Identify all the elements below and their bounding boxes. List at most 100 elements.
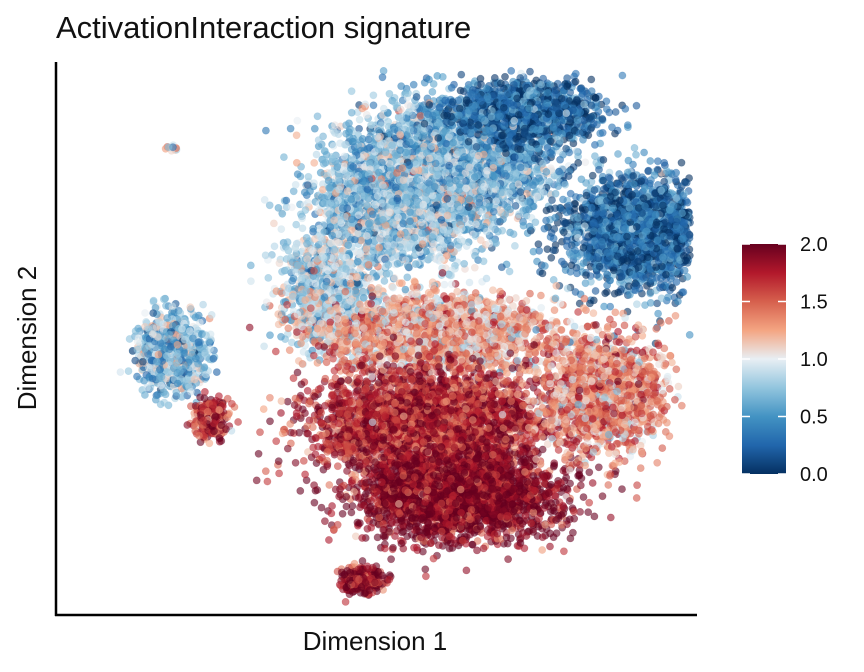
scatter-point	[581, 158, 590, 167]
scatter-point	[488, 172, 497, 181]
scatter-point	[555, 167, 563, 176]
scatter-point	[399, 176, 408, 185]
scatter-point	[542, 167, 551, 176]
scatter-point	[287, 203, 296, 212]
scatter-point	[465, 194, 474, 203]
scatter-point	[286, 124, 295, 133]
scatter-point	[515, 210, 523, 219]
scatter-point	[401, 256, 410, 264]
scatter-point	[296, 210, 305, 219]
scatter-point	[506, 205, 515, 214]
scatter-point	[446, 130, 454, 139]
scatter-point	[441, 168, 450, 177]
scatter-point	[354, 211, 363, 219]
scatter-point	[261, 126, 270, 135]
scatter-point	[329, 141, 338, 150]
scatter-point	[473, 163, 482, 172]
scatter-point	[413, 132, 422, 141]
scatter-point	[445, 161, 453, 170]
scatter-point	[324, 176, 333, 185]
scatter-point	[411, 260, 420, 268]
scatter-point	[355, 115, 364, 124]
scatter-point	[348, 154, 357, 162]
scatter-point	[347, 87, 356, 96]
scatter-point	[497, 263, 506, 272]
scatter-point	[457, 70, 466, 79]
scatter-point	[278, 209, 287, 218]
scatter-point	[416, 111, 425, 120]
scatter-point	[482, 227, 491, 236]
scatter-point	[362, 111, 371, 119]
scatter-point	[269, 219, 278, 228]
scatter-point	[496, 205, 505, 214]
scatter-point	[379, 104, 388, 113]
scatter-point	[313, 112, 322, 121]
scatter-point	[293, 116, 302, 125]
scatter-point	[455, 164, 463, 173]
scatter-point	[384, 117, 393, 126]
scatter-point	[471, 251, 479, 260]
scatter-point	[519, 173, 528, 182]
scatter-point	[488, 222, 497, 231]
scatter-point	[314, 136, 323, 144]
scatter-point	[330, 129, 339, 137]
scatter-point	[260, 195, 269, 204]
scatter-point	[446, 187, 455, 196]
scatter-point	[511, 241, 519, 250]
scatter-point	[395, 118, 404, 127]
scatter-point	[456, 235, 465, 244]
scatter-point	[348, 137, 357, 146]
scatter-point	[465, 278, 474, 287]
scatter-point	[409, 80, 418, 89]
scatter-point	[509, 230, 518, 238]
scatter-point	[310, 124, 319, 133]
scatter-point	[356, 200, 365, 209]
scatter-point	[449, 138, 457, 147]
scatter-point	[492, 239, 500, 248]
scatter-point	[479, 257, 488, 266]
scatter-point	[475, 198, 483, 207]
scatter-point	[460, 259, 469, 268]
chart-title: ActivationInteraction signature	[56, 10, 471, 46]
scatter-point	[470, 173, 479, 181]
scatter-point	[480, 182, 488, 191]
scatter-point	[389, 283, 397, 292]
scatter-point	[367, 121, 375, 130]
scatter-point	[485, 239, 494, 248]
scatter-point	[489, 207, 498, 216]
scatter-point	[325, 183, 333, 192]
scatter-point	[528, 202, 537, 211]
scatter-point	[488, 215, 497, 224]
scatter-point	[482, 274, 491, 283]
scatter-point	[292, 158, 301, 167]
scatter-point	[446, 271, 455, 280]
scatter-point	[390, 125, 399, 134]
scatter-point	[436, 234, 445, 243]
scatter-point	[435, 119, 444, 127]
scatter-point	[397, 82, 406, 91]
scatter-point	[385, 269, 394, 278]
scatter-point	[488, 180, 497, 188]
scatter-point	[406, 217, 414, 226]
scatter-point	[330, 121, 339, 130]
scatter-point	[342, 121, 350, 129]
scatter-point	[482, 166, 491, 175]
scatter-point	[367, 128, 376, 137]
scatter-point	[358, 104, 367, 113]
scatter-point	[368, 210, 377, 219]
scatter-point	[403, 232, 412, 240]
scatter-point	[364, 135, 373, 144]
scatter-point	[396, 105, 405, 114]
scatter-point	[404, 107, 413, 116]
scatter-point	[345, 128, 353, 136]
scatter-point	[404, 89, 412, 98]
scatter-point	[380, 277, 389, 285]
scatter-point	[327, 168, 335, 177]
scatter-point	[310, 158, 319, 167]
scatter-point	[533, 192, 542, 201]
scatter-point	[378, 73, 387, 82]
scatter-point	[298, 224, 307, 233]
scatter-point	[291, 180, 300, 189]
scatter-point	[342, 140, 350, 149]
